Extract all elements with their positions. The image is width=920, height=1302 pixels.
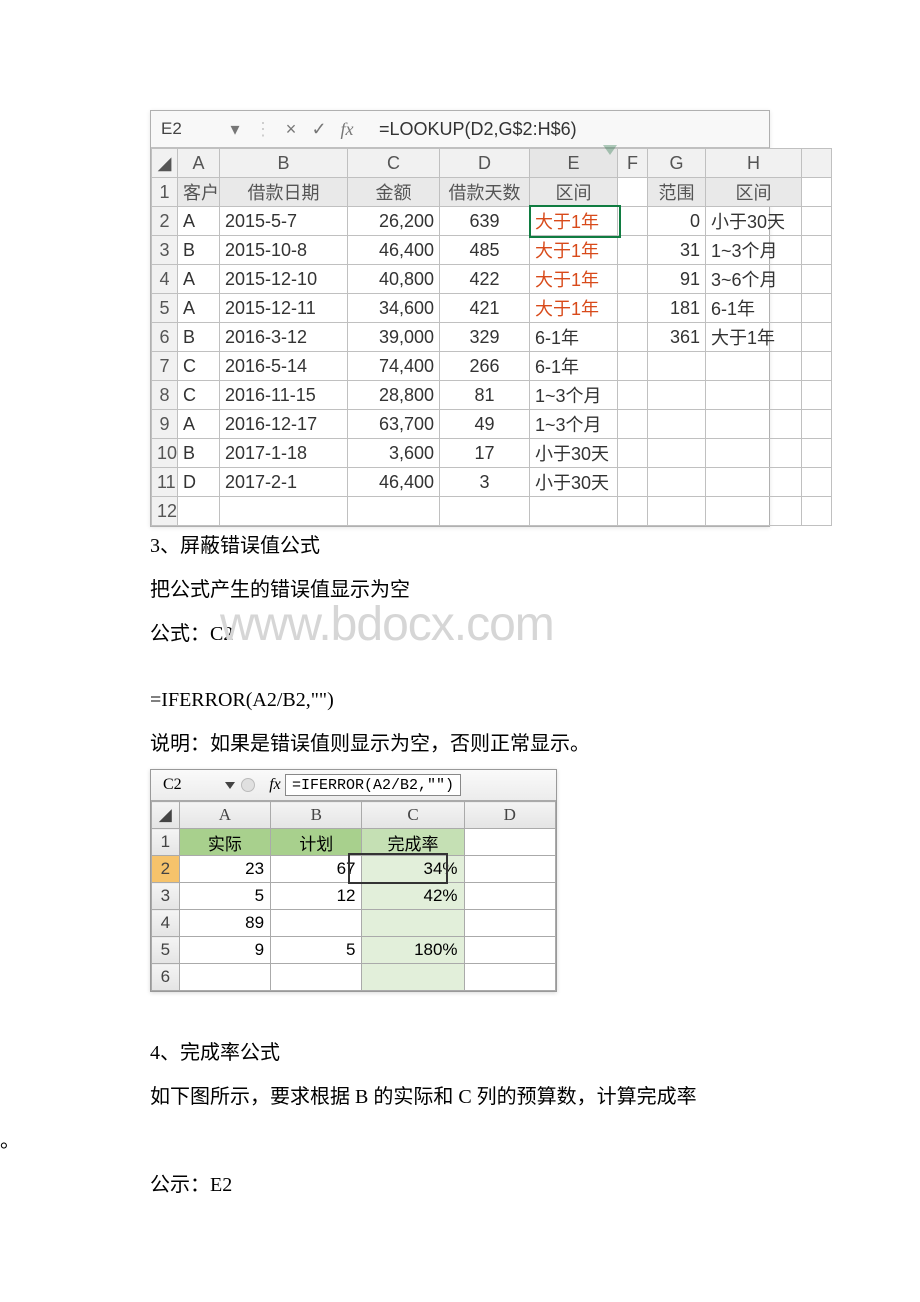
- iferror-spreadsheet: C2 fx =IFERROR(A2/B2,"") ◢ABCD 1实际计划完成率2…: [150, 769, 557, 992]
- header-cell[interactable]: 区间: [530, 178, 618, 207]
- col-header-D[interactable]: D: [440, 149, 530, 178]
- table-row[interactable]: 2A2015-5-726,200639大于1年0小于30天: [152, 207, 832, 236]
- sheet1-grid[interactable]: ◢ABCDEFGH 1客户借款日期金额借款天数区间范围区间2A2015-5-72…: [151, 148, 832, 526]
- formula-bar-2: C2 fx =IFERROR(A2/B2,""): [151, 770, 556, 801]
- table-row[interactable]: 7C2016-5-1474,4002666-1年: [152, 352, 832, 381]
- table-row[interactable]: 595180%: [152, 937, 556, 964]
- table-row[interactable]: 2236734%: [152, 856, 556, 883]
- table-row[interactable]: 351242%: [152, 883, 556, 910]
- header-cell[interactable]: 借款天数: [440, 178, 530, 207]
- table-row[interactable]: 8C2016-11-1528,800811~3个月: [152, 381, 832, 410]
- col-header-D[interactable]: D: [464, 802, 555, 829]
- section-3-desc: 把公式产生的错误值显示为空: [150, 571, 770, 609]
- cancel-icon[interactable]: ×: [277, 119, 305, 140]
- iferror-formula: =IFERROR(A2/B2,""): [150, 681, 770, 719]
- formula-text-2[interactable]: =IFERROR(A2/B2,""): [285, 774, 461, 796]
- enter-icon[interactable]: ✓: [305, 119, 333, 140]
- col-header-F[interactable]: F: [618, 149, 648, 178]
- table-row[interactable]: 3B2015-10-846,400485大于1年311~3个月: [152, 236, 832, 265]
- dropdown-icon[interactable]: ▾: [221, 119, 249, 140]
- col-header-G[interactable]: G: [648, 149, 706, 178]
- header-cell[interactable]: 金额: [348, 178, 440, 207]
- header-cell[interactable]: 完成率: [362, 829, 464, 856]
- formula-label-c2: 公式：C2: [150, 615, 770, 653]
- table-row[interactable]: 4A2015-12-1040,800422大于1年913~6个月: [152, 265, 832, 294]
- col-header-B[interactable]: B: [271, 802, 362, 829]
- lookup-spreadsheet: E2 ▾ ⋮ × ✓ fx =LOOKUP(D2,G$2:H$6) ◢ABCDE…: [150, 110, 770, 527]
- col-header-B[interactable]: B: [220, 149, 348, 178]
- fx-icon[interactable]: fx: [333, 119, 361, 140]
- header-cell[interactable]: 客户: [178, 178, 220, 207]
- header-cell[interactable]: 借款日期: [220, 178, 348, 207]
- formula-label-e2: 公示：E2: [150, 1166, 770, 1204]
- table-row[interactable]: 11D2017-2-146,4003小于30天: [152, 468, 832, 497]
- table-row[interactable]: 9A2016-12-1763,700491~3个月: [152, 410, 832, 439]
- section-title-4: 4、完成率公式: [150, 1034, 770, 1072]
- section-3-explain: 说明：如果是错误值则显示为空，否则正常显示。: [150, 725, 770, 763]
- stop-icon[interactable]: [241, 778, 255, 792]
- col-header-C[interactable]: C: [348, 149, 440, 178]
- header-cell[interactable]: 范围: [648, 178, 706, 207]
- formula-bar: E2 ▾ ⋮ × ✓ fx =LOOKUP(D2,G$2:H$6): [151, 111, 769, 148]
- table-row[interactable]: 489: [152, 910, 556, 937]
- col-header-A[interactable]: A: [179, 802, 270, 829]
- sheet2-grid[interactable]: ◢ABCD 1实际计划完成率2236734%351242%489595180%6: [151, 801, 556, 991]
- formula-text[interactable]: =LOOKUP(D2,G$2:H$6): [361, 119, 577, 140]
- section-4-desc: 如下图所示，要求根据 B 的实际和 C 列的预算数，计算完成率: [150, 1078, 770, 1116]
- table-row[interactable]: 10B2017-1-183,60017小于30天: [152, 439, 832, 468]
- section-4-desc-period: 。: [0, 1122, 770, 1160]
- table-row[interactable]: 5A2015-12-1134,600421大于1年1816-1年: [152, 294, 832, 323]
- fx-icon[interactable]: fx: [265, 776, 285, 794]
- name-box[interactable]: E2: [151, 119, 221, 139]
- header-cell[interactable]: 实际: [179, 829, 270, 856]
- col-header-C[interactable]: C: [362, 802, 464, 829]
- name-box-2[interactable]: C2: [151, 776, 225, 794]
- dropdown-icon[interactable]: [225, 782, 235, 789]
- table-row[interactable]: 6B2016-3-1239,0003296-1年361大于1年: [152, 323, 832, 352]
- col-header-A[interactable]: A: [178, 149, 220, 178]
- header-cell[interactable]: 区间: [706, 178, 802, 207]
- section-title-3: 3、屏蔽错误值公式: [150, 527, 770, 565]
- header-cell[interactable]: 计划: [271, 829, 362, 856]
- col-header-H[interactable]: H: [706, 149, 802, 178]
